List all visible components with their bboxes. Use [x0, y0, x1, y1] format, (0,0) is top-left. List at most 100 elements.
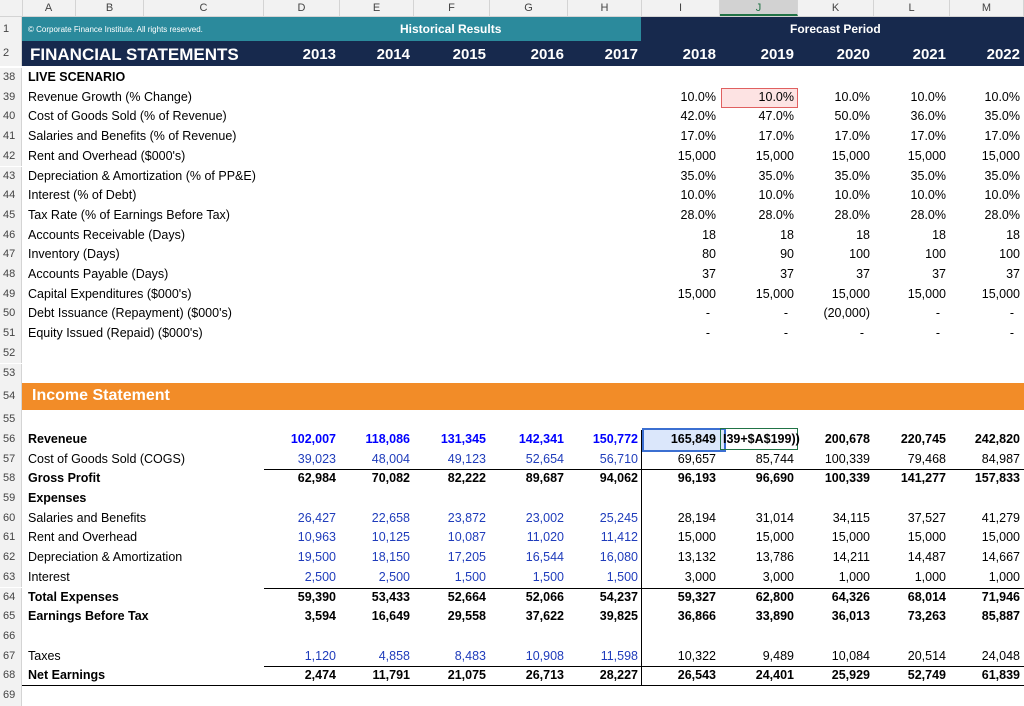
income-cell[interactable]: 24,048 — [981, 648, 1020, 663]
scenario-cell[interactable]: 28.0% — [834, 207, 870, 222]
scenario-cell[interactable]: 15,000 — [981, 286, 1020, 301]
row-header-67[interactable]: 67 — [0, 646, 22, 667]
income-cell[interactable]: 1,000 — [988, 569, 1020, 584]
column-header-A[interactable]: A — [22, 0, 76, 16]
income-cell[interactable]: 24,401 — [755, 668, 794, 683]
scenario-cell[interactable]: 35.0% — [758, 168, 794, 183]
scenario-cell[interactable]: 100 — [849, 247, 870, 262]
editing-cell-J56[interactable] — [720, 428, 798, 450]
scenario-cell[interactable]: 100 — [925, 247, 946, 262]
income-cell[interactable]: 28,227 — [599, 668, 638, 683]
column-header-D[interactable]: D — [264, 0, 340, 16]
scenario-cell[interactable]: - — [1009, 306, 1014, 321]
income-cell[interactable]: 79,468 — [907, 451, 946, 466]
income-cell[interactable]: 150,772 — [592, 431, 638, 446]
scenario-cell[interactable]: 35.0% — [910, 168, 946, 183]
scenario-cell[interactable]: - — [705, 306, 710, 321]
income-cell[interactable]: 13,786 — [755, 550, 794, 565]
scenario-cell[interactable]: 10.0% — [984, 89, 1020, 104]
income-cell[interactable]: 20,514 — [907, 648, 946, 663]
income-cell[interactable] — [950, 489, 1024, 509]
scenario-cell[interactable]: 10.0% — [834, 188, 870, 203]
row-header-44[interactable]: 44 — [0, 186, 22, 206]
income-cell[interactable]: 141,277 — [900, 471, 946, 486]
income-cell[interactable]: 10,963 — [297, 530, 336, 545]
income-cell[interactable]: 11,791 — [372, 668, 410, 683]
scenario-cell[interactable]: 10.0% — [910, 89, 946, 104]
income-cell[interactable]: 15,000 — [907, 530, 946, 545]
row-header-39[interactable]: 39 — [0, 87, 22, 108]
income-cell[interactable]: 26,543 — [677, 668, 716, 683]
income-cell[interactable]: 17,205 — [447, 550, 486, 565]
scenario-cell[interactable]: 100 — [999, 247, 1020, 262]
row-header-56[interactable]: 56 — [0, 429, 22, 450]
income-cell[interactable]: 70,082 — [371, 471, 410, 486]
income-cell[interactable]: 25,929 — [831, 668, 870, 683]
income-cell[interactable]: 142,341 — [518, 431, 564, 446]
scenario-cell[interactable]: - — [935, 306, 940, 321]
row-header-54[interactable]: 54 — [0, 383, 22, 411]
scenario-cell[interactable]: 80 — [702, 247, 716, 262]
income-cell[interactable]: 16,080 — [599, 550, 638, 565]
income-cell[interactable]: 3,594 — [304, 609, 336, 624]
income-cell[interactable]: 1,500 — [532, 569, 564, 584]
income-cell[interactable]: 118,086 — [365, 431, 411, 446]
income-cell[interactable]: 22,658 — [371, 510, 410, 525]
income-cell[interactable] — [798, 489, 874, 509]
scenario-cell[interactable]: 37 — [1006, 267, 1020, 281]
row-header-55[interactable]: 55 — [0, 410, 22, 430]
column-header-B[interactable]: B — [76, 0, 144, 16]
scenario-cell[interactable]: 18 — [702, 227, 716, 242]
scenario-cell[interactable]: 18 — [932, 227, 946, 242]
row-header-41[interactable]: 41 — [0, 127, 22, 147]
income-cell[interactable]: 1,120 — [304, 648, 336, 663]
scenario-cell[interactable]: 28.0% — [910, 207, 946, 222]
row-header-65[interactable]: 65 — [0, 607, 22, 627]
income-cell[interactable]: 39,023 — [297, 451, 336, 466]
row-header-60[interactable]: 60 — [0, 508, 22, 529]
income-cell[interactable]: 1,000 — [838, 569, 870, 584]
income-cell[interactable]: 3,000 — [684, 569, 716, 584]
income-cell[interactable] — [720, 489, 798, 509]
income-cell[interactable]: 29,558 — [447, 609, 486, 624]
row-header-42[interactable]: 42 — [0, 146, 22, 167]
income-cell[interactable]: 2,500 — [304, 569, 336, 584]
income-cell[interactable]: 10,125 — [371, 530, 410, 545]
scenario-cell[interactable]: - — [783, 306, 788, 321]
income-cell[interactable] — [642, 489, 720, 509]
income-cell[interactable] — [950, 627, 1024, 647]
income-cell[interactable]: 31,014 — [755, 510, 794, 525]
income-cell[interactable]: 14,667 — [981, 550, 1020, 565]
income-cell[interactable]: 8,483 — [454, 648, 486, 663]
income-cell[interactable] — [414, 489, 490, 509]
scenario-cell[interactable]: 37 — [780, 267, 794, 281]
scenario-cell[interactable]: 10.0% — [758, 188, 794, 203]
selected-cell-J39[interactable] — [721, 88, 798, 108]
row-header-64[interactable]: 64 — [0, 587, 22, 608]
scenario-cell[interactable]: 35.0% — [984, 168, 1020, 183]
income-cell[interactable]: 14,487 — [907, 550, 946, 565]
scenario-cell[interactable]: 47.0% — [758, 109, 794, 124]
income-cell[interactable] — [490, 627, 568, 647]
income-cell[interactable]: 34,115 — [832, 510, 870, 525]
income-cell[interactable]: 37,527 — [907, 510, 946, 525]
income-cell[interactable]: 41,279 — [981, 510, 1020, 525]
income-cell[interactable] — [720, 627, 798, 647]
scenario-cell[interactable]: 15,000 — [677, 286, 716, 301]
scenario-cell[interactable]: 28.0% — [758, 207, 794, 222]
column-header-L[interactable]: L — [874, 0, 950, 16]
row-header-59[interactable]: 59 — [0, 489, 22, 509]
income-cell[interactable]: 165,849 — [670, 431, 716, 446]
income-cell[interactable]: 85,887 — [981, 609, 1020, 624]
income-cell[interactable]: 94,062 — [599, 471, 638, 486]
scenario-cell[interactable]: 36.0% — [910, 109, 946, 124]
row-header-47[interactable]: 47 — [0, 245, 22, 265]
row-header-48[interactable]: 48 — [0, 265, 22, 285]
income-cell[interactable]: 2,474 — [304, 668, 336, 683]
scenario-cell[interactable]: 35.0% — [680, 168, 716, 183]
scenario-cell[interactable]: 42.0% — [680, 109, 716, 124]
income-cell[interactable]: 100,339 — [824, 451, 870, 466]
scenario-cell[interactable]: 15,000 — [677, 148, 716, 163]
income-cell[interactable]: 89,687 — [525, 471, 564, 486]
income-cell[interactable] — [340, 489, 414, 509]
